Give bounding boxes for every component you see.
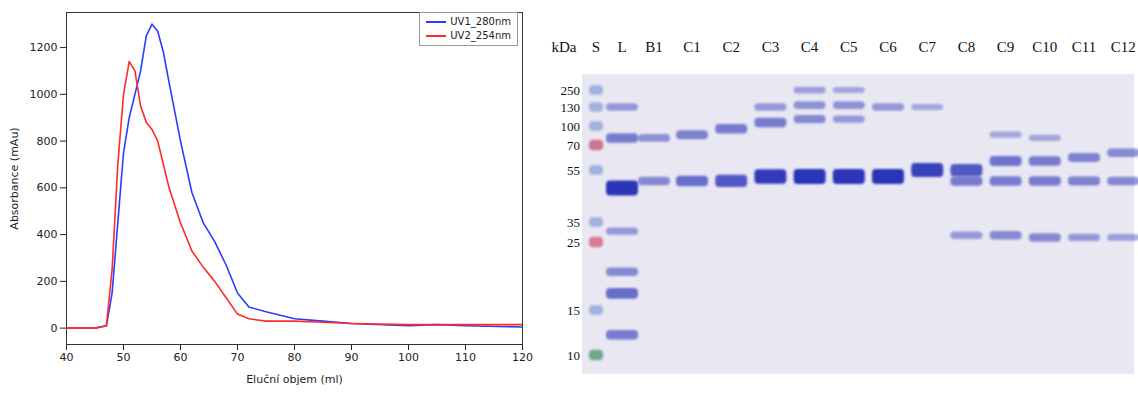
svg-text:200: 200 (37, 275, 58, 288)
svg-text:15: 15 (567, 303, 580, 318)
svg-text:C6: C6 (879, 39, 897, 55)
svg-text:60: 60 (174, 351, 188, 364)
svg-text:100: 100 (561, 119, 581, 134)
svg-text:35: 35 (567, 215, 580, 230)
svg-text:C5: C5 (840, 39, 858, 55)
svg-text:kDa: kDa (552, 39, 577, 55)
svg-text:L: L (617, 39, 626, 55)
svg-text:S: S (592, 39, 600, 55)
svg-text:110: 110 (455, 351, 476, 364)
svg-text:40: 40 (60, 351, 74, 364)
svg-text:C7: C7 (918, 39, 936, 55)
svg-text:70: 70 (231, 351, 245, 364)
svg-text:130: 130 (561, 100, 581, 115)
svg-text:0: 0 (51, 322, 58, 335)
svg-text:600: 600 (37, 181, 58, 194)
svg-text:C1: C1 (683, 39, 701, 55)
svg-text:Absorbance (mAu): Absorbance (mAu) (8, 127, 21, 229)
svg-text:B1: B1 (645, 39, 663, 55)
svg-text:400: 400 (37, 228, 58, 241)
svg-text:C9: C9 (997, 39, 1015, 55)
svg-text:120: 120 (512, 351, 533, 364)
svg-text:10: 10 (567, 348, 580, 363)
svg-text:1000: 1000 (30, 88, 58, 101)
svg-text:90: 90 (345, 351, 359, 364)
svg-text:Eluční objem (ml): Eluční objem (ml) (246, 373, 343, 386)
svg-text:C8: C8 (958, 39, 976, 55)
svg-text:C12: C12 (1111, 39, 1136, 55)
svg-text:C4: C4 (801, 39, 819, 55)
svg-text:50: 50 (117, 351, 131, 364)
svg-text:100: 100 (398, 351, 419, 364)
svg-text:C10: C10 (1032, 39, 1057, 55)
svg-text:70: 70 (567, 138, 580, 153)
svg-text:25: 25 (567, 235, 580, 250)
html-text:UV2_254nm: UV2_254nm (450, 30, 511, 41)
svg-text:C2: C2 (722, 39, 740, 55)
svg-text:800: 800 (37, 135, 58, 148)
svg-text:55: 55 (567, 163, 580, 178)
svg-text:C3: C3 (762, 39, 780, 55)
svg-text:C11: C11 (1072, 39, 1096, 55)
svg-text:80: 80 (288, 351, 302, 364)
svg-text:1200: 1200 (30, 41, 58, 54)
svg-text:250: 250 (561, 83, 581, 98)
html-text:UV1_280nm: UV1_280nm (450, 16, 511, 27)
